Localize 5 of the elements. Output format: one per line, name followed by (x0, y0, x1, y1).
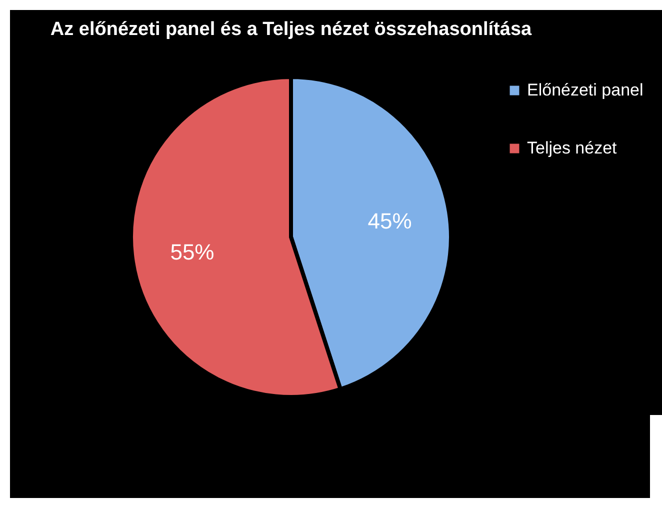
legend-label: Előnézeti panel (527, 80, 644, 100)
data-label: 55% (170, 240, 214, 265)
chart-title: Az előnézeti panel és a Teljes nézet összehasonlítása (50, 19, 532, 40)
data-label: 45% (368, 208, 412, 234)
legend-label: Teljes nézet (527, 138, 618, 158)
